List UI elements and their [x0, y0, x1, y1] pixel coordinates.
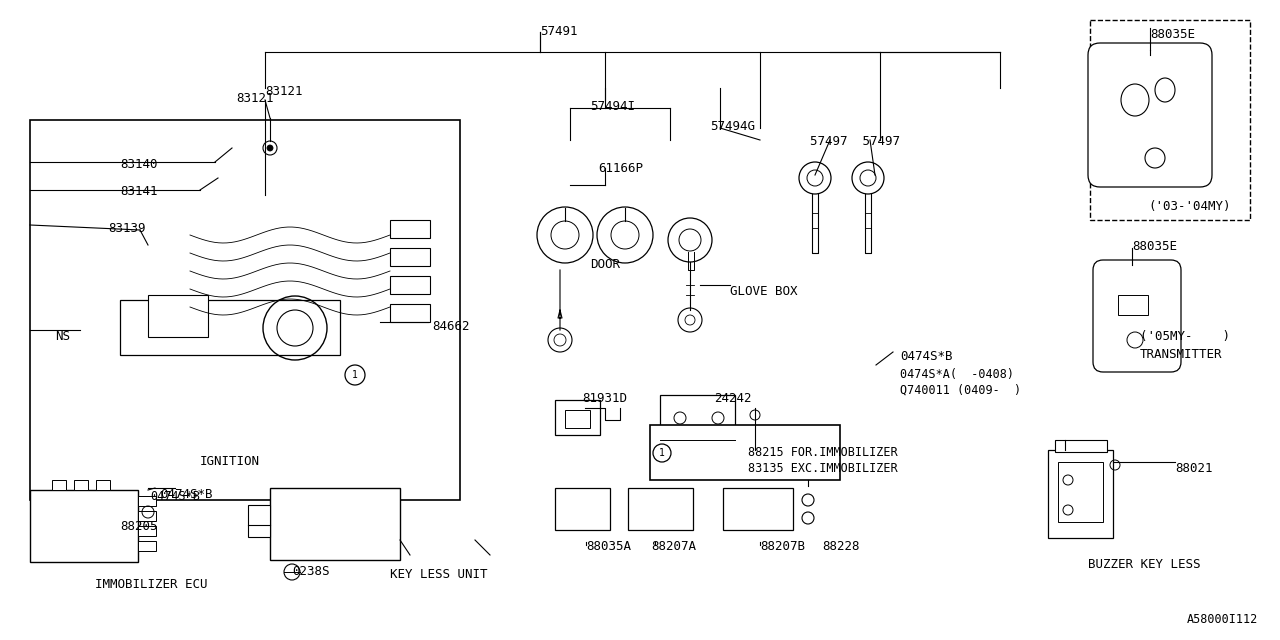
Bar: [390, 304, 430, 322]
Text: 83139: 83139: [108, 222, 146, 235]
Bar: [138, 541, 156, 551]
FancyBboxPatch shape: [1088, 43, 1212, 187]
Text: 88207B: 88207B: [760, 540, 805, 553]
Text: 83121: 83121: [237, 92, 274, 105]
Bar: [1117, 295, 1148, 315]
Bar: [390, 276, 430, 294]
Bar: [1048, 450, 1114, 538]
Text: 0474S*B: 0474S*B: [160, 488, 212, 501]
Bar: [660, 395, 735, 450]
Text: 83141: 83141: [120, 185, 157, 198]
Bar: [120, 300, 340, 355]
Bar: [29, 120, 460, 500]
Text: KEY LESS UNIT: KEY LESS UNIT: [390, 568, 488, 581]
Text: A58000I112: A58000I112: [1187, 613, 1258, 626]
Text: 83135 EXC.IMMOBILIZER: 83135 EXC.IMMOBILIZER: [748, 462, 897, 475]
Bar: [138, 496, 156, 506]
Bar: [390, 220, 430, 238]
Text: Q740011 (0409-  ): Q740011 (0409- ): [900, 384, 1021, 397]
Text: 0474S*B: 0474S*B: [150, 490, 200, 503]
Text: 88207A: 88207A: [652, 540, 696, 553]
Text: 0474S*A(  -0408): 0474S*A( -0408): [900, 368, 1014, 381]
Text: 0238S: 0238S: [292, 565, 329, 578]
Text: 1: 1: [659, 448, 664, 458]
Text: 83140: 83140: [120, 158, 157, 171]
Text: 88228: 88228: [822, 540, 859, 553]
Text: 61166P: 61166P: [598, 162, 643, 175]
Text: BUZZER KEY LESS: BUZZER KEY LESS: [1088, 558, 1201, 571]
FancyBboxPatch shape: [1093, 260, 1181, 372]
Text: NS: NS: [55, 330, 70, 343]
Text: TRANSMITTER: TRANSMITTER: [1140, 348, 1222, 361]
Text: 88035E: 88035E: [1132, 240, 1178, 253]
Text: 57494G: 57494G: [710, 120, 755, 133]
Bar: [390, 248, 430, 266]
Text: 57497  57497: 57497 57497: [810, 135, 900, 148]
Text: 88205: 88205: [120, 520, 157, 533]
Text: 57491: 57491: [540, 25, 577, 38]
Bar: [1055, 440, 1107, 452]
Text: 84662: 84662: [433, 320, 470, 333]
Bar: [1059, 462, 1103, 522]
Bar: [138, 526, 156, 536]
Bar: [1091, 20, 1251, 220]
Bar: [628, 488, 692, 530]
Text: 83121: 83121: [265, 85, 302, 98]
Bar: [248, 505, 270, 537]
Text: 1: 1: [352, 370, 358, 380]
Text: ('03-'04MY): ('03-'04MY): [1148, 200, 1230, 213]
Text: 88215 FOR.IMMOBILIZER: 88215 FOR.IMMOBILIZER: [748, 446, 897, 459]
Circle shape: [268, 145, 273, 151]
Bar: [723, 488, 794, 530]
Bar: [138, 511, 156, 521]
Text: 88021: 88021: [1175, 462, 1212, 475]
Bar: [74, 480, 88, 490]
Bar: [564, 410, 590, 428]
Bar: [556, 400, 600, 435]
Text: GLOVE BOX: GLOVE BOX: [730, 285, 797, 298]
Text: 88035A: 88035A: [586, 540, 631, 553]
Text: IMMOBILIZER ECU: IMMOBILIZER ECU: [95, 578, 207, 591]
Bar: [96, 480, 110, 490]
Text: ('05MY-    ): ('05MY- ): [1140, 330, 1230, 343]
Text: DOOR: DOOR: [590, 258, 620, 271]
Text: 81931D: 81931D: [582, 392, 627, 405]
Bar: [148, 295, 207, 337]
Text: 57494I: 57494I: [590, 100, 635, 113]
Bar: [29, 490, 138, 562]
Bar: [270, 488, 399, 560]
Bar: [650, 425, 840, 480]
Bar: [52, 480, 67, 490]
Text: IGNITION: IGNITION: [200, 455, 260, 468]
Bar: [556, 488, 611, 530]
Text: 24242: 24242: [714, 392, 751, 405]
Text: 88035E: 88035E: [1149, 28, 1196, 41]
Text: 0474S*B: 0474S*B: [900, 350, 952, 363]
